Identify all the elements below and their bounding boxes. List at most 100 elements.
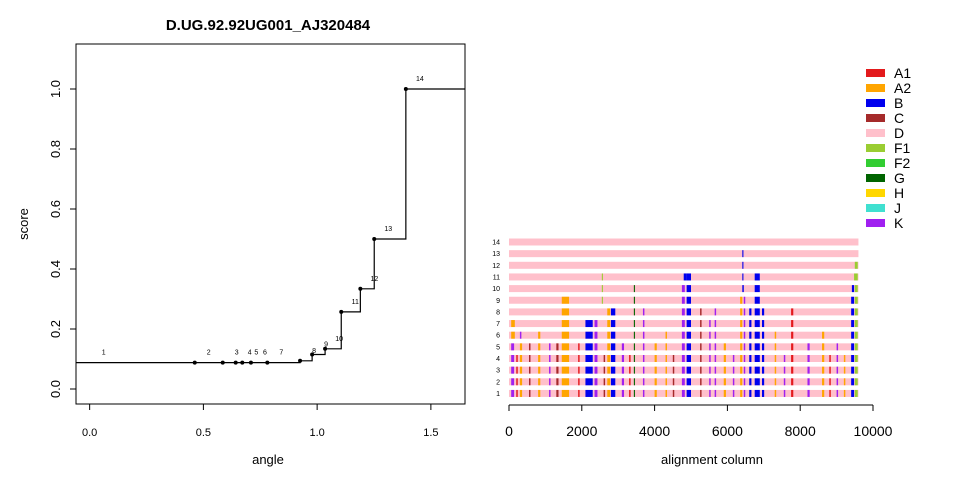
- x-tick-label: 2000: [566, 423, 597, 439]
- row-label: 6: [496, 333, 500, 340]
- subtype-segment: [740, 366, 743, 374]
- subtype-segment: [601, 296, 603, 304]
- subtype-segment: [743, 355, 746, 362]
- subtype-segment: [791, 331, 794, 339]
- subtype-segment: [511, 331, 515, 339]
- legend-swatch: [866, 189, 885, 197]
- subtype-segment: [633, 296, 635, 304]
- subtype-segment: [538, 331, 541, 339]
- subtype-segment: [740, 343, 743, 351]
- step-point: [265, 360, 270, 365]
- subtype-segment: [511, 366, 515, 374]
- subtype-segment: [594, 366, 598, 374]
- x-tick-label: 0: [505, 423, 513, 439]
- subtype-segment: [633, 285, 635, 293]
- subtype-segment: [561, 389, 570, 397]
- subtype-segment: [754, 308, 760, 316]
- subtype-segment: [783, 378, 786, 386]
- subtype-segment: [749, 331, 752, 339]
- legend-swatch: [866, 84, 885, 92]
- subtype-segment: [672, 366, 675, 374]
- step-point: [240, 360, 245, 365]
- subtype-segment: [549, 378, 551, 386]
- subtype-segment: [642, 355, 645, 362]
- step-point: [403, 87, 408, 91]
- y-axis-label: score: [16, 208, 31, 240]
- subtype-segment: [686, 355, 691, 362]
- subtype-segment: [709, 320, 711, 328]
- subtype-segment: [822, 378, 825, 386]
- subtype-segment: [743, 308, 746, 316]
- subtype-segment: [672, 389, 675, 397]
- subtype-segment: [761, 389, 765, 397]
- subtype-segment: [681, 378, 685, 386]
- subtype-segment: [740, 331, 743, 339]
- subtype-segment: [511, 355, 515, 362]
- subtype-segment: [529, 355, 531, 362]
- subtype-segment: [851, 355, 855, 362]
- chart-title: D.UG.92.92UG001_AJ320484: [166, 17, 371, 34]
- sequence-row: 6: [496, 331, 859, 340]
- subtype-segment: [742, 285, 744, 293]
- subtype-segment: [700, 378, 702, 386]
- y-tick-label: 0.8: [48, 140, 63, 158]
- subtype-segment: [594, 343, 598, 351]
- subtype-segment: [529, 389, 531, 397]
- subtype-segment: [754, 320, 760, 328]
- subtype-segment: [686, 378, 691, 386]
- subtype-segment: [686, 343, 691, 351]
- subtype-segment: [578, 378, 580, 386]
- x-tick-label: 1.5: [423, 427, 438, 439]
- subtype-segment: [723, 389, 726, 397]
- subtype-segment: [610, 343, 616, 351]
- subtype-segment: [681, 285, 685, 293]
- subtype-segment: [686, 308, 691, 316]
- legend-swatch: [866, 144, 885, 152]
- subtype-segment: [516, 389, 518, 397]
- step-point-label: 7: [279, 350, 283, 357]
- subtype-segment: [672, 355, 675, 362]
- subtype-segment: [519, 389, 523, 397]
- subtype-segment: [603, 389, 606, 397]
- row-label: 8: [496, 309, 500, 316]
- subtype-segment: [714, 389, 717, 397]
- subtype-segment: [822, 343, 825, 351]
- subtype-segment: [633, 343, 635, 351]
- subtype-segment: [714, 331, 717, 339]
- subtype-segment: [516, 366, 518, 374]
- subtype-segment: [700, 389, 702, 397]
- subtype-segment: [594, 320, 598, 328]
- subtype-segment: [829, 389, 831, 397]
- row-label: 1: [496, 391, 500, 398]
- subtype-segment: [714, 308, 717, 316]
- subtype-segment: [681, 308, 685, 316]
- y-tick-label: 0.0: [48, 380, 63, 398]
- subtype-segment: [578, 366, 580, 374]
- sequence-row: 13: [492, 250, 859, 258]
- subtype-segment: [538, 366, 541, 374]
- subtype-segment: [665, 366, 667, 374]
- subtype-segment: [585, 355, 593, 362]
- row-label: 2: [496, 379, 500, 386]
- subtype-segment: [511, 320, 515, 328]
- row-background-bar: [509, 250, 859, 258]
- subtype-segment: [700, 366, 702, 374]
- subtype-segment: [723, 378, 726, 386]
- subtype-segment: [774, 378, 777, 386]
- step-point-label: 11: [352, 299, 359, 306]
- subtype-segment: [791, 389, 794, 397]
- subtype-segment: [754, 389, 760, 397]
- subtype-segment: [594, 331, 598, 339]
- subtype-segment: [556, 343, 559, 351]
- subtype-segment: [743, 331, 746, 339]
- subtype-segment: [761, 331, 765, 339]
- subtype-segment: [642, 320, 645, 328]
- subtype-segment: [743, 320, 746, 328]
- subtype-segment: [681, 389, 685, 397]
- subtype-segment: [851, 331, 855, 339]
- subtype-segment: [621, 378, 625, 386]
- subtype-segment: [686, 285, 691, 293]
- x-axis-ticks: 0 2000 4000 6000 8000 10000: [505, 405, 893, 439]
- subtype-segment: [743, 343, 746, 351]
- subtype-segment: [561, 308, 570, 316]
